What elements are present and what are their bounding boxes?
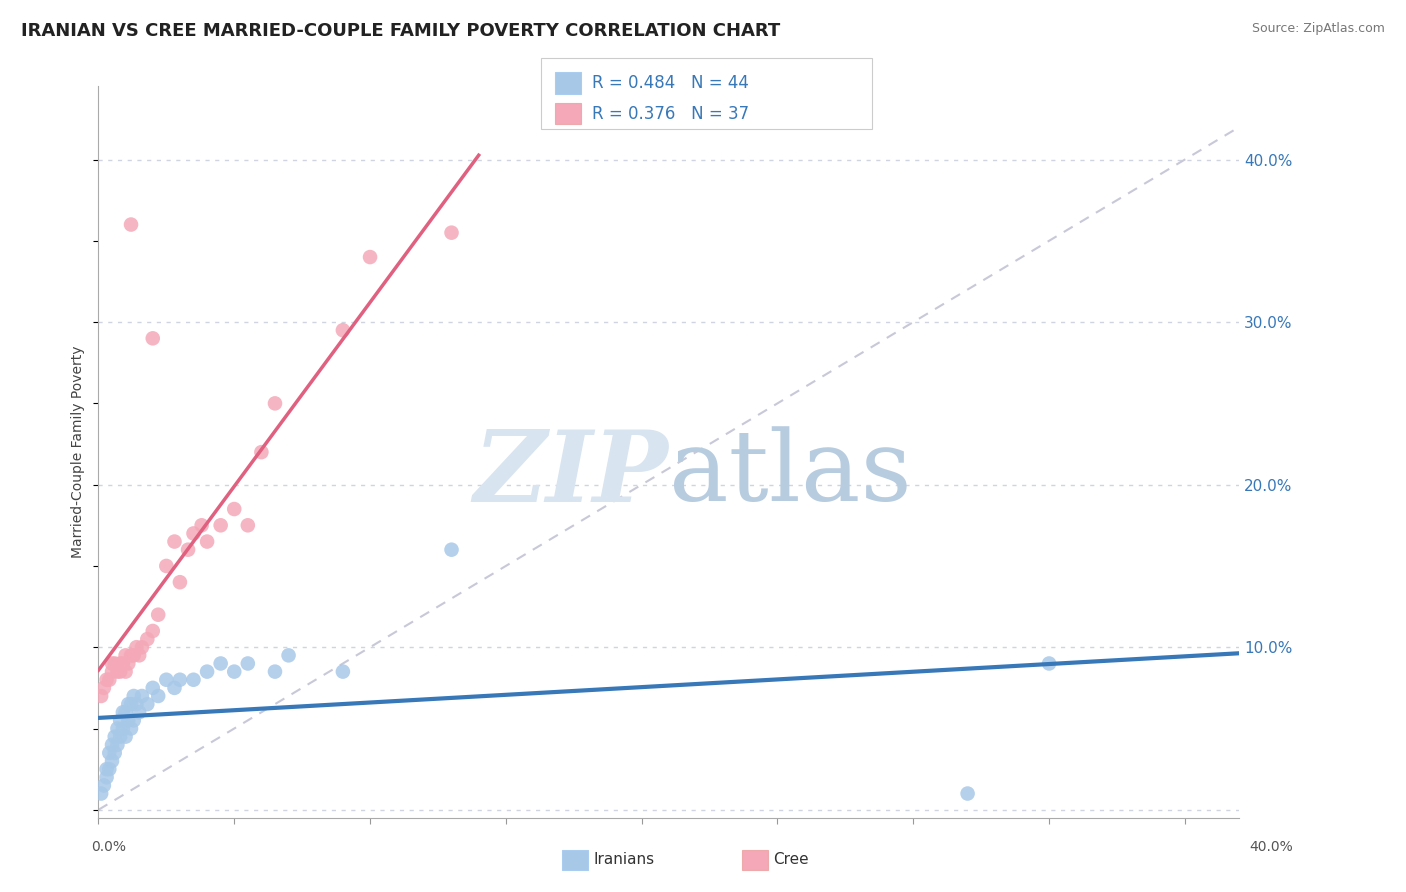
Point [114,730,136,744]
Point [101,657,124,671]
Point [142,331,165,345]
Point [264,665,287,679]
Point [148,607,170,622]
Point [120,648,142,663]
Point [169,575,191,590]
Point [131,640,153,655]
Point [136,632,159,646]
Point [117,697,139,711]
Point [114,705,136,719]
Point [122,648,145,663]
Point [224,502,246,516]
Point [96,762,118,776]
Point [98,762,121,776]
Point [183,526,205,541]
Point [98,673,121,687]
Point [148,689,170,703]
Point [236,518,259,533]
Text: Source: ZipAtlas.com: Source: ZipAtlas.com [1251,22,1385,36]
Point [101,738,124,752]
Point [111,722,134,736]
Point [101,665,124,679]
Point [125,697,148,711]
Point [111,705,134,719]
Point [1038,657,1060,671]
Point [163,681,186,695]
Point [142,624,165,638]
Point [128,705,150,719]
Point [224,665,246,679]
Text: R = 0.484   N = 44: R = 0.484 N = 44 [592,74,749,92]
Point [96,770,118,784]
Point [177,542,200,557]
Point [440,542,463,557]
Point [90,689,112,703]
Point [195,665,218,679]
Point [956,787,979,801]
Point [332,665,354,679]
Point [128,648,150,663]
Point [155,673,177,687]
Y-axis label: Married-Couple Family Poverty: Married-Couple Family Poverty [72,346,86,558]
Point [155,558,177,573]
Text: atlas: atlas [669,426,911,522]
Point [98,746,121,760]
Text: Iranians: Iranians [593,853,654,867]
Point [104,746,127,760]
Point [169,673,191,687]
Point [332,323,354,337]
Point [209,518,232,533]
Point [264,396,287,410]
Point [90,787,112,801]
Text: 40.0%: 40.0% [1250,840,1294,855]
Text: ZIP: ZIP [474,425,669,523]
Point [111,657,134,671]
Text: R = 0.376   N = 37: R = 0.376 N = 37 [592,104,749,122]
Point [359,250,381,264]
Point [107,722,129,736]
Point [114,648,136,663]
Point [125,640,148,655]
Point [163,534,186,549]
Point [108,665,131,679]
Point [250,445,273,459]
Point [117,714,139,728]
Point [108,657,131,671]
Point [122,714,145,728]
Point [107,665,129,679]
Point [93,681,115,695]
Point [142,681,165,695]
Point [277,648,299,663]
Point [122,689,145,703]
Point [440,226,463,240]
Text: Cree: Cree [773,853,808,867]
Text: 0.0%: 0.0% [91,840,127,855]
Point [236,657,259,671]
Point [101,754,124,768]
Point [195,534,218,549]
Point [114,665,136,679]
Point [190,518,212,533]
Point [108,730,131,744]
Point [117,657,139,671]
Point [107,738,129,752]
Point [96,673,118,687]
Point [136,697,159,711]
Point [120,722,142,736]
Point [104,730,127,744]
Text: IRANIAN VS CREE MARRIED-COUPLE FAMILY POVERTY CORRELATION CHART: IRANIAN VS CREE MARRIED-COUPLE FAMILY PO… [21,22,780,40]
Point [209,657,232,671]
Point [120,218,142,232]
Point [120,697,142,711]
Point [131,689,153,703]
Point [104,657,127,671]
Point [108,714,131,728]
Point [93,779,115,793]
Point [183,673,205,687]
